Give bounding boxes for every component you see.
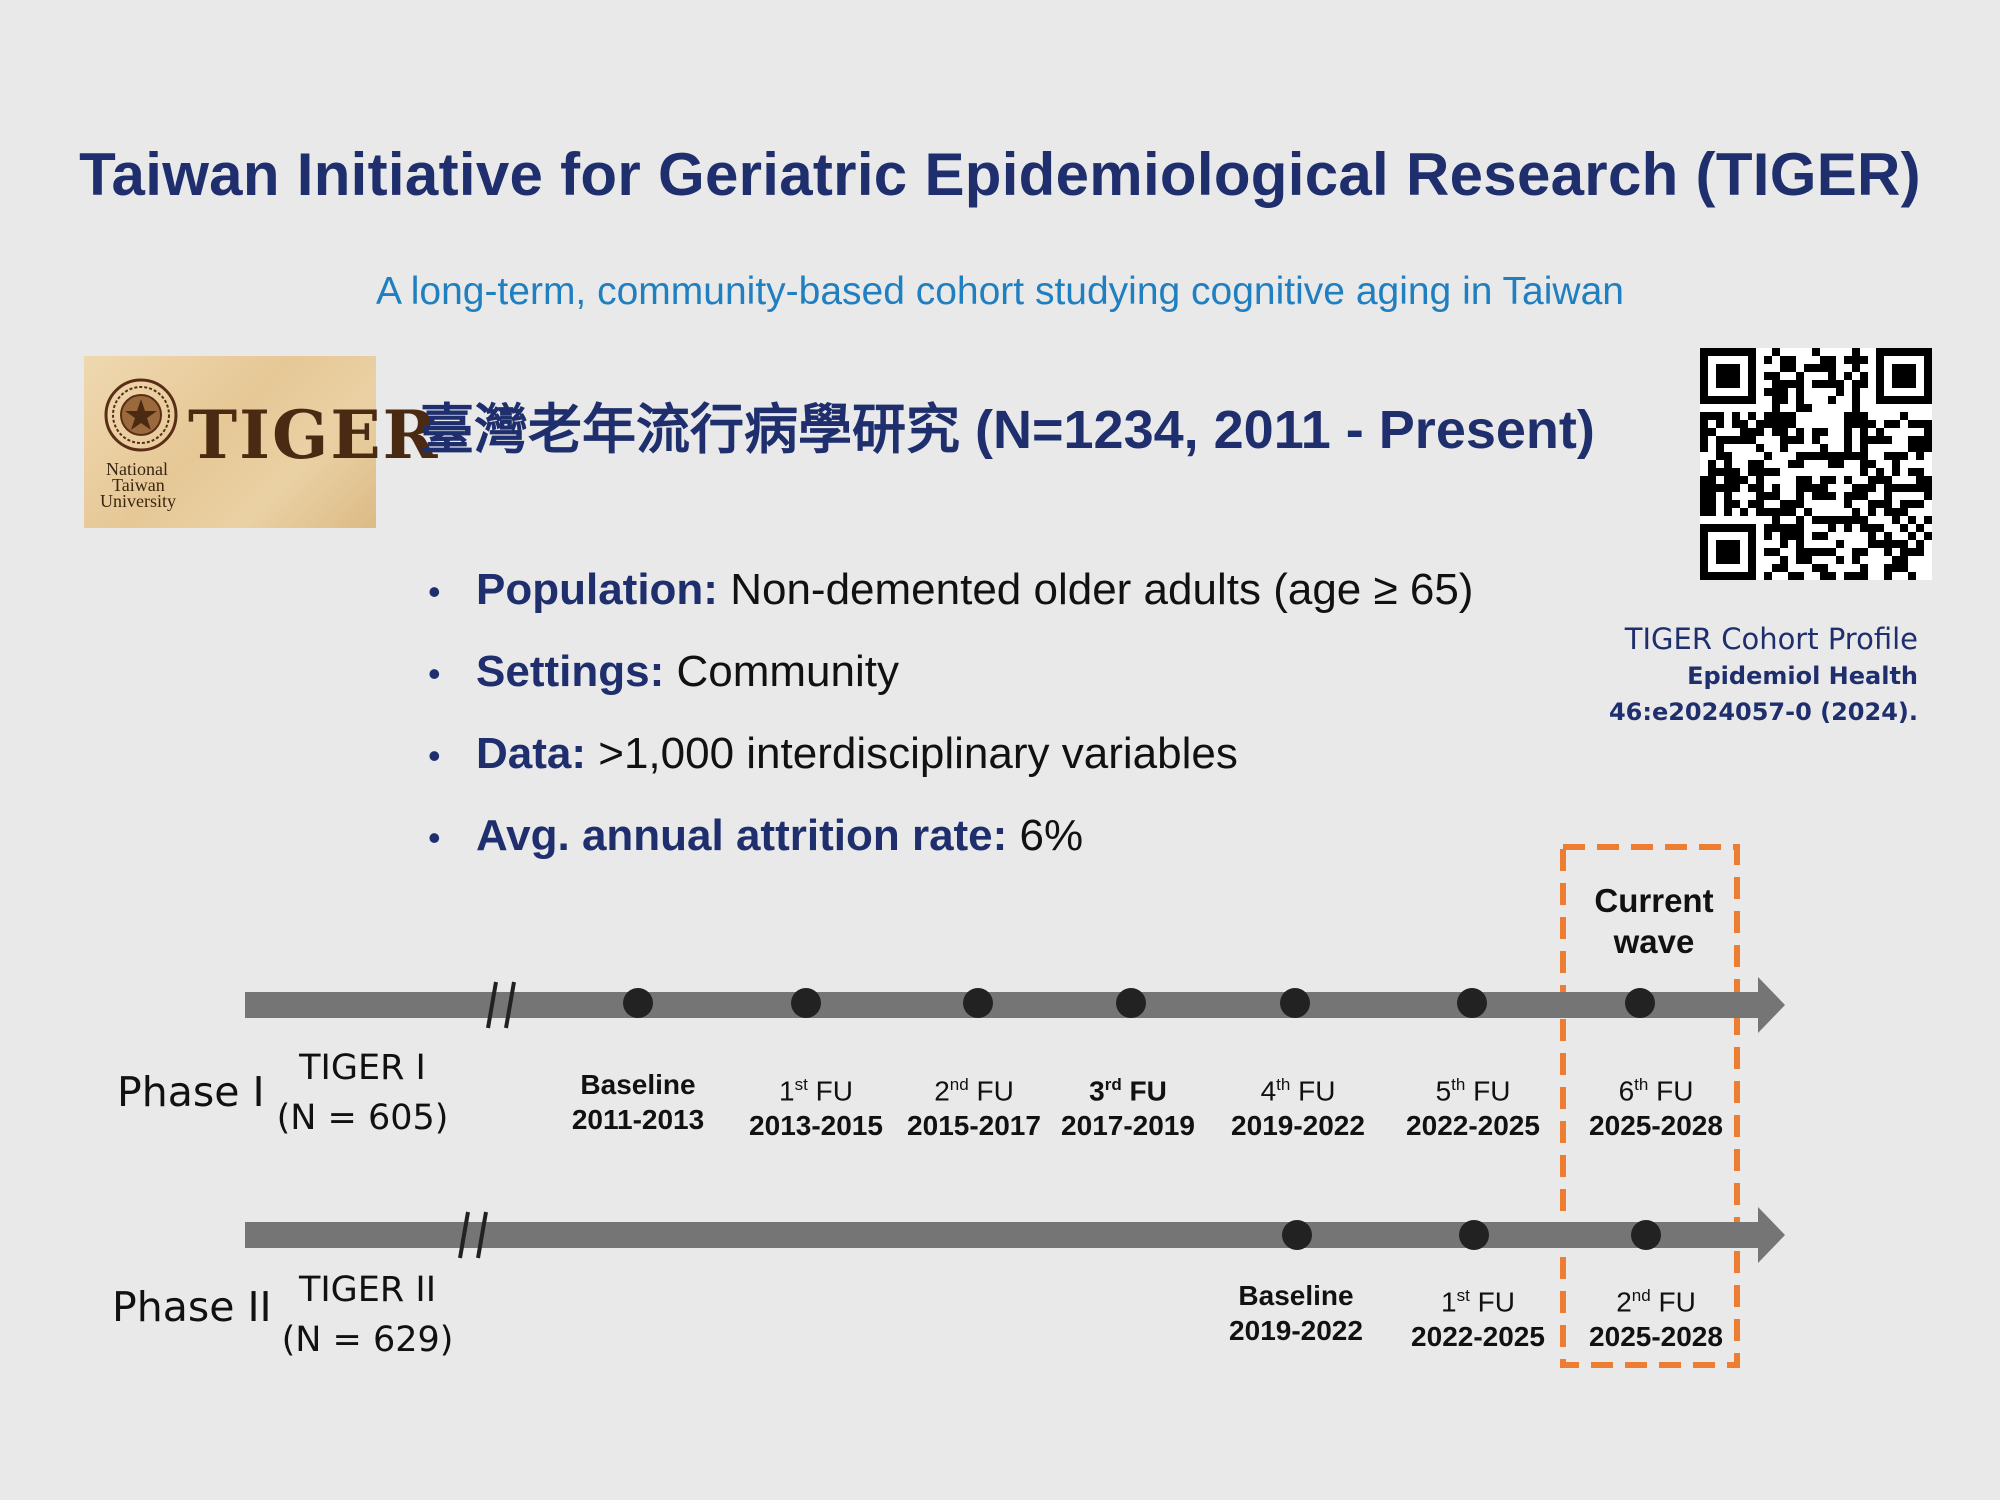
wave-dot — [1459, 1220, 1489, 1250]
wave-dot — [963, 988, 993, 1018]
logo-institution-line: National — [106, 459, 168, 479]
wave-dot — [1116, 988, 1146, 1018]
phase1-break-mark — [486, 981, 516, 1029]
phase1-arrowhead — [1758, 977, 1785, 1033]
wave-dot — [1280, 988, 1310, 1018]
bullet-icon: • — [428, 571, 441, 613]
wave-label: 2nd FU 2015-2017 — [907, 1075, 1041, 1142]
bullet-icon: • — [428, 653, 441, 695]
phase2-label: Phase II — [112, 1283, 272, 1331]
phase2-cohort: TIGER II (N = 629) — [281, 1270, 454, 1360]
current-wave-label: Current wave — [1594, 882, 1714, 960]
bullet-icon: • — [428, 735, 441, 777]
logo-institution-line: University — [100, 491, 176, 511]
logo-institution-line: Taiwan — [112, 475, 165, 495]
current-wave-box — [1560, 844, 1740, 1368]
wave-dot — [1625, 988, 1655, 1018]
wave-label: 1st FU 2013-2015 — [749, 1075, 883, 1142]
phase1-cohort: TIGER I (N = 605) — [276, 1048, 449, 1138]
wave-label: 5th FU 2022-2025 — [1406, 1075, 1540, 1142]
bullet-data: • Data: >1,000 interdisciplinary variable… — [428, 729, 1238, 778]
wave-dot — [623, 988, 653, 1018]
ntu-seal-icon — [104, 378, 178, 452]
wave-label: 4th FU 2019-2022 — [1231, 1075, 1365, 1142]
bullet-attrition: • Avg. annual attrition rate: 6% — [428, 811, 1084, 860]
tiger-ntu-logo: TIGER National Taiwan University — [84, 356, 438, 528]
bullet-settings: • Settings: Community — [428, 647, 899, 696]
wave-dot — [1457, 988, 1487, 1018]
page-title: Taiwan Initiative for Geriatric Epidemio… — [79, 141, 1921, 208]
logo-wordmark: TIGER — [188, 396, 440, 474]
phase2-wave-dots — [1282, 1220, 1661, 1250]
wave-label: Baseline 2011-2013 — [571, 1069, 705, 1135]
wave-dot — [1631, 1220, 1661, 1250]
citation-journal: Epidemiol Health — [1687, 662, 1918, 690]
phase2-timeline-bar — [245, 1222, 1763, 1248]
phase2-arrowhead — [1758, 1207, 1785, 1263]
citation-title: TIGER Cohort Profile — [1624, 622, 1918, 656]
phase2-break-mark — [458, 1211, 488, 1259]
wave-label: 6th FU 2025-2028 — [1589, 1075, 1723, 1142]
bullet-icon: • — [428, 817, 441, 859]
wave-dot — [1282, 1220, 1312, 1250]
wave-label: 1st FU 2022-2025 — [1411, 1286, 1545, 1353]
study-heading: 臺灣老年流行病學研究 (N=1234, 2011 - Present) — [420, 400, 1595, 460]
page-subtitle: A long-term, community-based cohort stud… — [376, 270, 1624, 313]
phase1-wave-dots — [623, 988, 1655, 1018]
phase1-label: Phase I — [117, 1068, 265, 1116]
phase1-timeline-bar — [245, 992, 1763, 1018]
wave-label: 2nd FU 2025-2028 — [1589, 1286, 1723, 1353]
wave-label: Baseline 2019-2022 — [1229, 1280, 1363, 1346]
citation-reference: 46:e2024057-0 (2024). — [1608, 698, 1918, 726]
bullet-population: • Population: Non-demented older adults (… — [428, 565, 1474, 614]
qr-code-icon[interactable] — [1700, 348, 1932, 580]
wave-dot — [791, 988, 821, 1018]
wave-label: 3rd FU 2017-2019 — [1061, 1075, 1195, 1142]
